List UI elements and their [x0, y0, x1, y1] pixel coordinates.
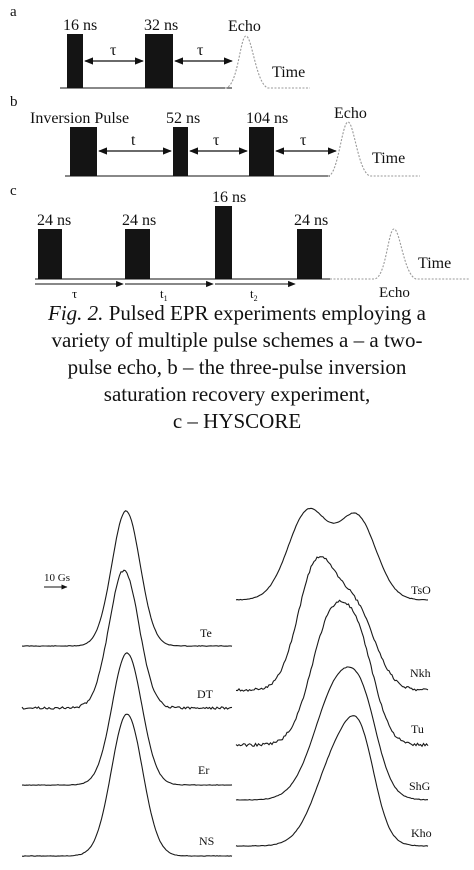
scale-label: 10 Gs	[44, 572, 70, 584]
time-label: Time	[272, 64, 305, 81]
pulse-b-104ns-label: 104 ns	[246, 110, 288, 127]
panel-a-label: a	[10, 4, 17, 20]
pulse-c-24ns-3	[297, 229, 322, 279]
interval-label: τ	[300, 132, 307, 149]
echo-label: Echo	[379, 285, 410, 301]
figure-caption: Fig. 2. Pulsed EPR experiments employing…	[0, 300, 474, 435]
caption-line-1: Pulsed EPR experiments employing a	[103, 301, 426, 325]
spectrum-trace-er	[22, 652, 233, 786]
spectrum-trace-te	[21, 510, 233, 647]
pulse-c-24ns-1-label: 24 ns	[37, 212, 71, 229]
panel-b: b Inversion Pulse 52 ns 104 ns t τ τ Ech…	[10, 94, 420, 177]
sample-label-te: Te	[200, 626, 212, 640]
pulse-c-24ns-2	[125, 229, 150, 279]
spectrum-trace-dt	[21, 569, 233, 710]
interval-label: τ	[110, 42, 117, 59]
interval-label: τ	[72, 286, 77, 301]
echo-label: Echo	[334, 105, 367, 122]
caption-line-5: c – HYSCORE	[172, 409, 302, 433]
panel-c: c 24 ns 24 ns 16 ns 24 ns τ t1 t2 Echo T…	[10, 183, 470, 303]
pulse-b-inversion-label: Inversion Pulse	[30, 110, 129, 127]
sample-label-er: Er	[198, 763, 209, 777]
echo-curve	[330, 228, 470, 280]
interval-label: t	[131, 132, 136, 149]
pulse-b-104ns	[249, 127, 274, 176]
spectrum-trace-nkh	[235, 556, 429, 692]
sample-label-ns: NS	[199, 834, 214, 848]
right-spectra-group	[235, 507, 429, 847]
interval-label: t2	[250, 286, 258, 303]
pulse-a-32ns-label: 32 ns	[144, 17, 178, 34]
pulse-c-24ns-1	[38, 229, 62, 279]
interval-label: τ	[197, 42, 204, 59]
pulse-c-16ns	[215, 206, 232, 279]
sample-label-shg: ShG	[409, 779, 431, 793]
sample-label-tso: TsO	[411, 583, 431, 597]
spectrum-trace-tso	[235, 507, 429, 601]
spectrum-trace-ns	[21, 713, 233, 857]
panel-b-label: b	[10, 94, 18, 110]
interval-label: t1	[160, 286, 168, 303]
figure-ref: Fig. 2.	[48, 301, 104, 325]
panel-a: a 16 ns 32 ns τ τ Echo Time	[10, 4, 310, 89]
pulse-c-24ns-3-label: 24 ns	[294, 212, 328, 229]
epr-spectra: 10 Gs Te DT Er NS TsO Nkh Tu ShG Kho	[21, 507, 432, 857]
panel-c-label: c	[10, 183, 17, 199]
caption-line-4: saturation recovery experiment,	[103, 382, 371, 406]
pulse-a-32ns	[145, 34, 173, 88]
pulse-a-16ns-label: 16 ns	[63, 17, 97, 34]
spectrum-trace-tu	[235, 599, 429, 748]
sample-label-dt: DT	[197, 687, 214, 701]
time-label: Time	[418, 255, 451, 272]
spectrum-trace-shg	[235, 666, 428, 801]
pulse-c-16ns-label: 16 ns	[212, 189, 246, 206]
pulse-a-16ns	[67, 34, 83, 88]
interval-label: τ	[213, 132, 220, 149]
sample-label-kho: Kho	[411, 826, 432, 840]
time-label: Time	[372, 150, 405, 167]
caption-line-3: pulse echo, b – the three-pulse inversio…	[67, 355, 407, 379]
pulse-b-52ns-label: 52 ns	[166, 110, 200, 127]
pulse-b-52ns	[173, 127, 188, 176]
sample-label-tu: Tu	[411, 722, 424, 736]
sample-label-nkh: Nkh	[410, 666, 431, 680]
echo-curve	[327, 121, 420, 177]
echo-curve	[224, 35, 310, 89]
pulse-c-24ns-2-label: 24 ns	[122, 212, 156, 229]
left-spectra-group	[21, 510, 233, 857]
caption-line-2: variety of multiple pulse schemes a – a …	[51, 328, 423, 352]
spectrum-trace-kho	[235, 715, 429, 847]
echo-label: Echo	[228, 18, 261, 35]
pulse-b-inversion	[70, 127, 97, 176]
